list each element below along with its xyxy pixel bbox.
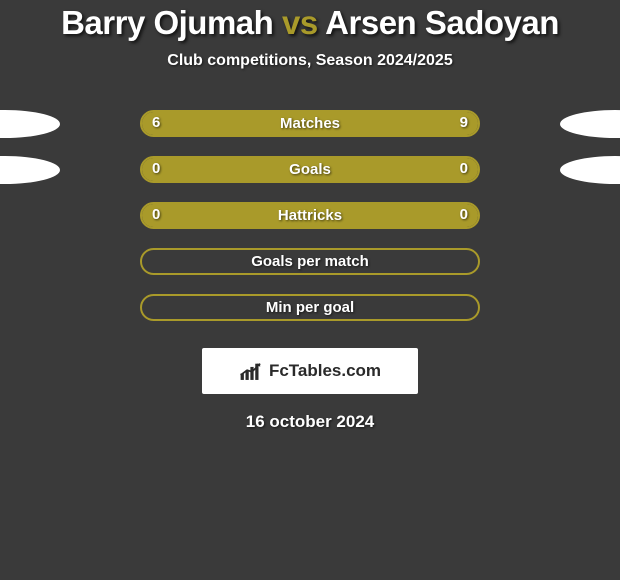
stat-row: Min per goal: [0, 294, 620, 340]
player1-form-oval: [0, 156, 60, 184]
vs-text: vs: [282, 4, 318, 41]
stat-row: 0 0 Hattricks: [0, 202, 620, 248]
stat-label: Hattricks: [278, 207, 342, 224]
date-text: 16 october 2024: [0, 412, 620, 432]
player2-form-oval: [560, 156, 620, 184]
player2-name: Arsen Sadoyan: [325, 4, 559, 41]
stat-fill-left: [142, 158, 310, 181]
stat-fill-left: [142, 112, 276, 135]
stat-row: 0 0 Goals: [0, 156, 620, 202]
stat-bar: 0 0 Goals: [140, 156, 480, 183]
stat-row: 6 9 Matches: [0, 110, 620, 156]
logo: FcTables.com: [239, 360, 381, 382]
stat-label: Min per goal: [266, 299, 354, 316]
title: Barry Ojumah vs Arsen Sadoyan: [0, 4, 620, 42]
stat-left-value: 0: [152, 160, 160, 177]
stat-left-value: 0: [152, 206, 160, 223]
stats-rows: 6 9 Matches 0 0 Goals 0 0 Hattricks Goals per mat…: [0, 110, 620, 340]
subtitle: Club competitions, Season 2024/2025: [0, 52, 620, 70]
stat-bar: Goals per match: [140, 248, 480, 275]
stat-label: Matches: [280, 115, 340, 132]
comparison-card: Barry Ojumah vs Arsen Sadoyan Club compe…: [0, 0, 620, 432]
player1-form-oval: [0, 110, 60, 138]
stat-right-value: 0: [460, 206, 468, 223]
stat-bar: Min per goal: [140, 294, 480, 321]
stat-bar: 0 0 Hattricks: [140, 202, 480, 229]
chart-icon: [239, 360, 265, 382]
stat-left-value: 6: [152, 114, 160, 131]
stat-bar: 6 9 Matches: [140, 110, 480, 137]
stat-label: Goals per match: [251, 253, 369, 270]
player2-form-oval: [560, 110, 620, 138]
stat-right-value: 0: [460, 160, 468, 177]
stat-label: Goals: [289, 161, 331, 178]
player1-name: Barry Ojumah: [61, 4, 273, 41]
stat-fill-right: [310, 158, 478, 181]
logo-text: FcTables.com: [269, 361, 381, 381]
logo-box[interactable]: FcTables.com: [202, 348, 418, 394]
stat-right-value: 9: [460, 114, 468, 131]
stat-row: Goals per match: [0, 248, 620, 294]
